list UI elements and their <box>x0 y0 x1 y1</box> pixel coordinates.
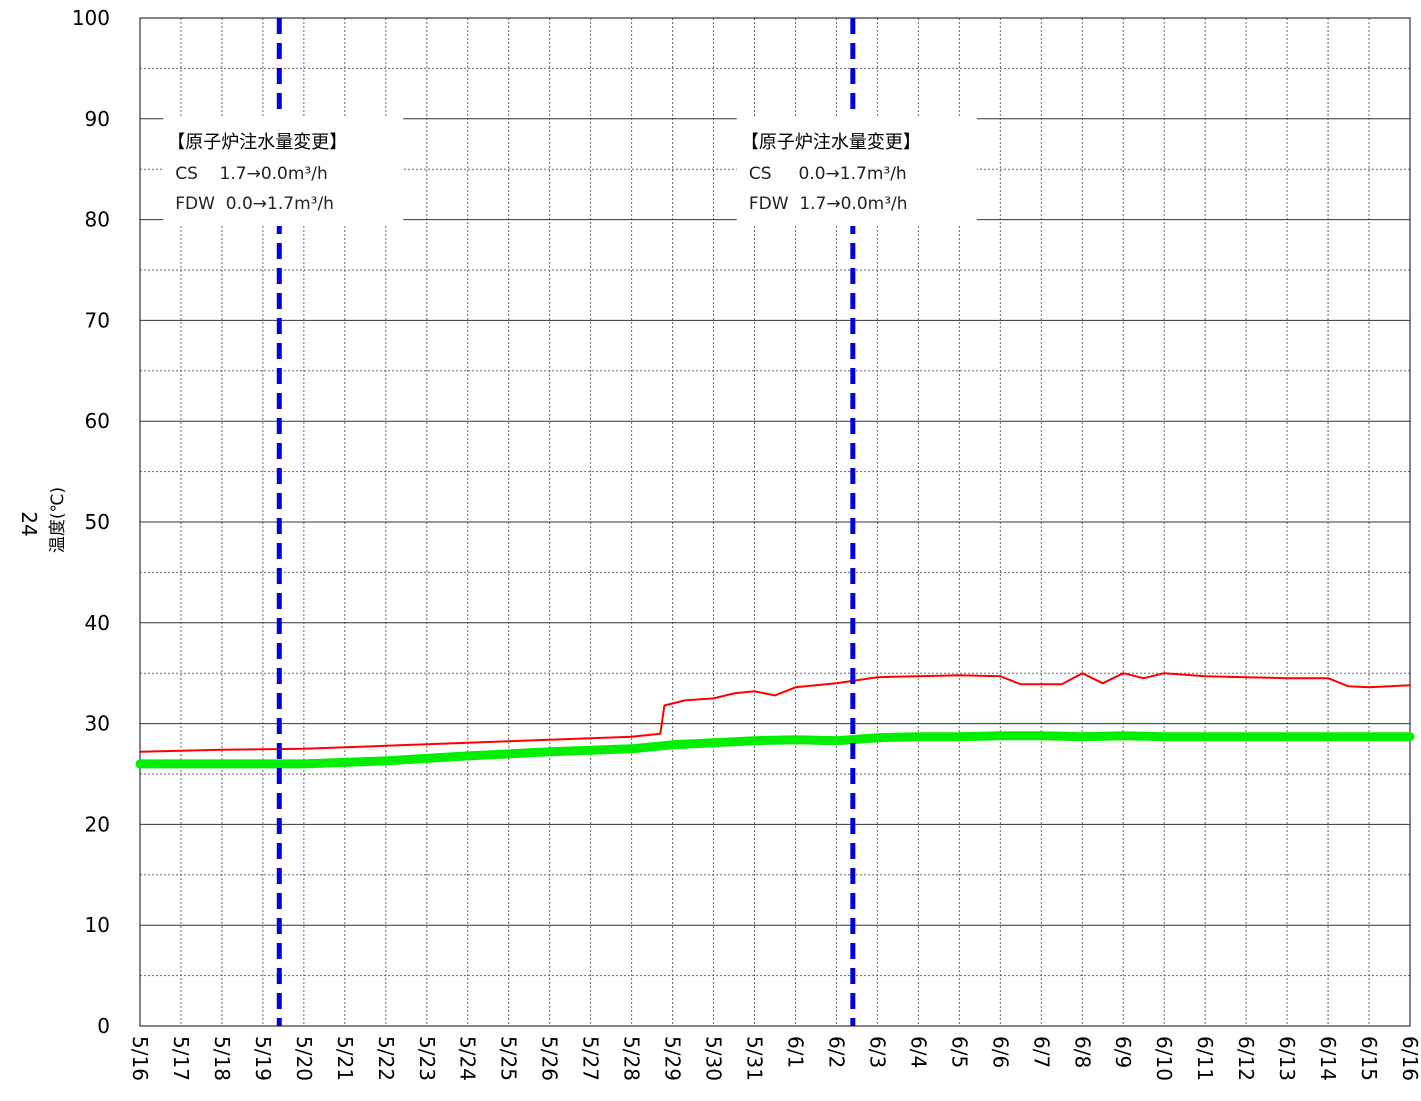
x-tick-label: 6/1 <box>783 1036 807 1068</box>
x-tick-label: 5/21 <box>333 1036 357 1081</box>
x-tick-label: 6/3 <box>865 1036 889 1068</box>
event-title: 【原子炉注水量変更】 <box>741 132 921 153</box>
x-tick-label: 6/8 <box>1070 1036 1094 1068</box>
x-tick-label: 6/7 <box>1029 1036 1053 1068</box>
x-tick-label: 5/17 <box>169 1036 193 1081</box>
x-tick-label: 6/4 <box>906 1036 930 1068</box>
event-title: 【原子炉注水量変更】 <box>167 132 347 153</box>
x-tick-label: 6/14 <box>1316 1036 1340 1081</box>
x-tick-label: 5/18 <box>210 1036 234 1081</box>
x-tick-label: 5/28 <box>620 1036 644 1081</box>
x-tick-label: 5/31 <box>743 1036 767 1081</box>
x-tick-label: 6/13 <box>1275 1036 1299 1081</box>
plot-border <box>139 17 1411 1027</box>
x-tick-label: 5/16 <box>128 1036 152 1081</box>
x-tick-label: 5/29 <box>661 1036 685 1081</box>
x-tick-label: 5/20 <box>292 1036 316 1081</box>
x-tick-label: 5/22 <box>374 1036 398 1081</box>
x-tick-label: 6/11 <box>1193 1036 1217 1081</box>
x-tick-label: 6/6 <box>988 1036 1012 1068</box>
event-detail-line: FDW 0.0→1.7m³/h <box>175 194 334 214</box>
x-tick-label: 6/5 <box>947 1036 971 1068</box>
x-tick-label: 6/2 <box>824 1036 848 1068</box>
event-detail-line: CS 1.7→0.0m³/h <box>175 164 327 184</box>
x-tick-label: 5/26 <box>538 1036 562 1081</box>
y-tick-label: 0 <box>97 1014 110 1038</box>
y-tick-label: 40 <box>85 611 110 635</box>
y-tick-label: 100 <box>72 6 110 30</box>
y-tick-label: 10 <box>85 913 110 937</box>
x-tick-label: 6/10 <box>1152 1036 1176 1081</box>
x-tick-label: 5/25 <box>497 1036 521 1081</box>
x-tick-label: 6/16 <box>1398 1036 1421 1081</box>
y-axis-label-prefix: 24 <box>17 511 41 536</box>
series-green-line <box>135 731 1415 769</box>
plot-frame <box>139 17 1411 1027</box>
x-tick-label: 5/27 <box>579 1036 603 1081</box>
event-detail-line: FDW 1.7→0.0m³/h <box>749 194 908 214</box>
y-tick-label: 80 <box>85 208 110 232</box>
x-axis-ticks: 5/16 5/17 5/18 5/19 5/20 5/21 5/22 5/23 5/24 5/25… <box>128 1036 1421 1081</box>
y-axis-ticks: 0 10 20 30 40 50 60 70 80 90 100 <box>72 6 110 1038</box>
x-tick-label: 5/24 <box>456 1036 480 1081</box>
y-tick-label: 20 <box>85 812 110 836</box>
y-axis-label: 温度(℃) <box>48 487 68 553</box>
event-layer: 【原子炉注水量変更】 CS 1.7→0.0m³/h FDW 0.0→1.7m³/h 【… <box>163 18 977 1026</box>
y-tick-label: 30 <box>85 712 110 736</box>
x-tick-label: 5/23 <box>415 1036 439 1081</box>
event-annotation-box <box>736 118 977 226</box>
y-tick-label: 60 <box>85 409 110 433</box>
y-tick-label: 70 <box>85 308 110 332</box>
y-tick-label: 90 <box>85 107 110 131</box>
series-red-line <box>139 672 1411 753</box>
event-annotation-box <box>163 118 404 226</box>
x-tick-label: 6/12 <box>1234 1036 1258 1081</box>
series-layer <box>135 672 1415 769</box>
x-tick-label: 6/9 <box>1111 1036 1135 1068</box>
x-tick-label: 6/15 <box>1357 1036 1381 1081</box>
event-detail-line: CS 0.0→1.7m³/h <box>749 164 907 184</box>
x-tick-label: 5/30 <box>702 1036 726 1081</box>
x-tick-label: 5/19 <box>251 1036 275 1081</box>
y-tick-label: 50 <box>85 510 110 534</box>
